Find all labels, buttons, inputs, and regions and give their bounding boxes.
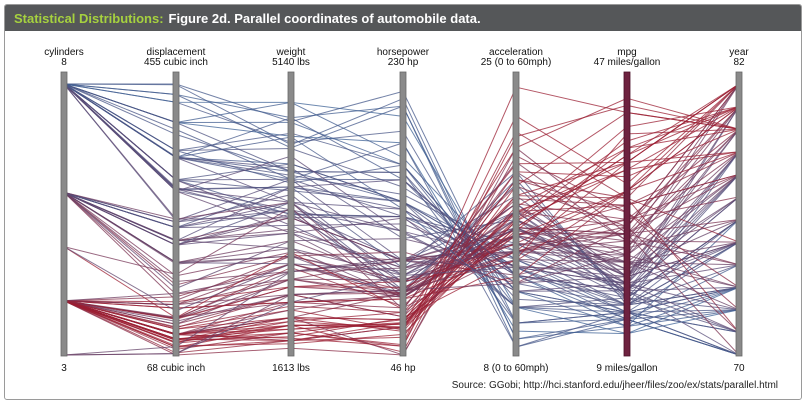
axis-max-label-cylinders: 8 bbox=[61, 57, 67, 68]
series-label: Statistical Distributions: bbox=[14, 10, 164, 26]
axis-min-label-horsepower: 46 hp bbox=[390, 363, 415, 374]
axis-min-label-year: 70 bbox=[733, 363, 745, 374]
axis-max-label-weight: 5140 lbs bbox=[272, 57, 310, 68]
axis-label-cylinders: cylinders bbox=[44, 47, 83, 58]
axis-label-weight: weight bbox=[276, 47, 306, 58]
axis-min-label-weight: 1613 lbs bbox=[272, 363, 310, 374]
axis-min-label-mpg: 9 miles/gallon bbox=[596, 363, 657, 374]
axis-min-label-cylinders: 3 bbox=[61, 363, 67, 374]
figure-title: Figure 2d. Parallel coordinates of autom… bbox=[168, 10, 481, 26]
axis-year[interactable] bbox=[735, 71, 743, 357]
axis-acceleration[interactable] bbox=[512, 71, 520, 357]
axis-horsepower[interactable] bbox=[399, 71, 407, 357]
axis-weight[interactable] bbox=[287, 71, 295, 357]
axis-max-label-displacement: 455 cubic inch bbox=[144, 57, 208, 68]
axis-max-label-year: 82 bbox=[733, 57, 745, 68]
axis-max-label-acceleration: 25 (0 to 60mph) bbox=[481, 57, 552, 68]
axis-displacement[interactable] bbox=[172, 71, 180, 357]
axis-label-displacement: displacement bbox=[147, 47, 206, 58]
axis-label-mpg: mpg bbox=[617, 47, 636, 58]
axis-max-label-mpg: 47 miles/gallon bbox=[594, 57, 661, 68]
axis-label-year: year bbox=[729, 47, 749, 58]
axis-label-acceleration: acceleration bbox=[489, 47, 543, 58]
axis-min-label-acceleration: 8 (0 to 60mph) bbox=[483, 363, 548, 374]
axis-min-label-displacement: 68 cubic inch bbox=[147, 363, 205, 374]
axis-cylinders[interactable] bbox=[60, 71, 68, 357]
figure-title-bar: Statistical Distributions: Figure 2d. Pa… bbox=[5, 5, 801, 31]
axis-label-horsepower: horsepower bbox=[377, 47, 430, 58]
axis-max-label-horsepower: 230 hp bbox=[388, 57, 419, 68]
axis-mpg[interactable] bbox=[623, 71, 631, 357]
source-note: Source: GGobi; http://hci.stanford.edu/j… bbox=[451, 380, 778, 391]
